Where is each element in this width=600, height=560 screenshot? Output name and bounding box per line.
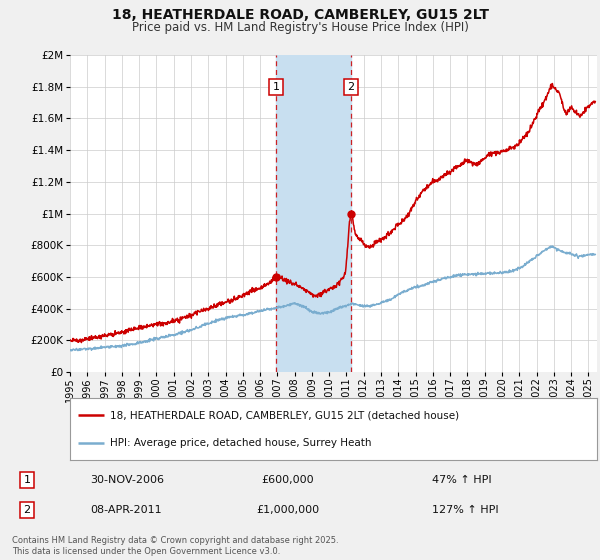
Text: £600,000: £600,000 <box>262 475 314 485</box>
Text: 127% ↑ HPI: 127% ↑ HPI <box>432 505 499 515</box>
Text: 30-NOV-2006: 30-NOV-2006 <box>90 475 164 485</box>
Text: 2: 2 <box>23 505 31 515</box>
Text: Contains HM Land Registry data © Crown copyright and database right 2025.
This d: Contains HM Land Registry data © Crown c… <box>12 536 338 556</box>
Text: 18, HEATHERDALE ROAD, CAMBERLEY, GU15 2LT (detached house): 18, HEATHERDALE ROAD, CAMBERLEY, GU15 2L… <box>110 410 458 421</box>
Text: 47% ↑ HPI: 47% ↑ HPI <box>432 475 491 485</box>
Text: £1,000,000: £1,000,000 <box>256 505 320 515</box>
Text: HPI: Average price, detached house, Surrey Heath: HPI: Average price, detached house, Surr… <box>110 438 371 447</box>
Text: 1: 1 <box>272 82 280 92</box>
Text: 2: 2 <box>347 82 355 92</box>
Text: 08-APR-2011: 08-APR-2011 <box>90 505 161 515</box>
Text: Price paid vs. HM Land Registry's House Price Index (HPI): Price paid vs. HM Land Registry's House … <box>131 21 469 34</box>
Bar <box>276 55 351 372</box>
Text: 18, HEATHERDALE ROAD, CAMBERLEY, GU15 2LT: 18, HEATHERDALE ROAD, CAMBERLEY, GU15 2L… <box>112 8 488 22</box>
Text: 1: 1 <box>23 475 31 485</box>
